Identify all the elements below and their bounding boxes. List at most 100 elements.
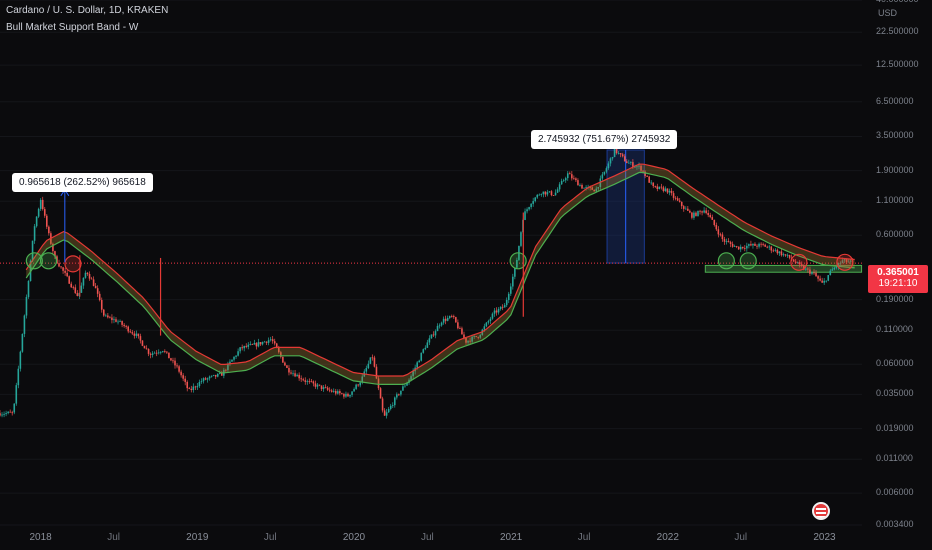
candle-body [212,374,215,376]
candle-body [623,156,626,162]
candle-body [60,266,62,268]
candle-body [188,388,191,389]
candle-body [237,351,239,356]
candle-body [648,176,650,183]
candle-body [426,342,429,348]
candle-body [402,386,404,391]
candle-body [689,210,691,213]
candle-body [556,189,559,193]
candle-body [827,275,830,281]
candle-body [326,387,329,390]
candle-body [149,353,152,355]
candle-body [772,250,775,252]
candle-body [125,326,127,327]
candle-body [21,333,24,352]
candle-body [247,344,250,347]
candle-body [33,226,36,241]
us-flag-icon[interactable] [812,502,830,520]
candle-body [721,234,724,240]
candle-body [381,398,384,411]
candle-body [349,394,351,397]
time-tick-5: Jul [421,532,434,543]
candle-body [589,186,591,188]
candle-body [269,339,272,341]
candle-body [243,345,246,349]
candle-body [444,318,447,321]
candle-body [316,384,319,387]
candle-body [467,340,469,343]
candle-body [750,244,752,246]
candle-body [593,189,596,192]
candle-body [737,246,740,250]
candle-body [235,355,237,357]
candle-body [784,254,787,256]
candle-body [412,371,414,377]
candle-body [389,405,392,409]
candle-body [290,372,292,374]
candle-body [35,216,38,227]
candle-body [731,243,734,247]
candle-body [387,408,390,413]
candle-body [483,326,486,330]
measure-label-2021[interactable]: 2.745932 (751.67%) 2745932 [531,130,678,149]
candle-body [493,310,496,314]
candle-body [813,272,815,274]
candle-body [400,390,402,395]
candle-body [377,378,380,389]
candle-body [503,305,506,308]
candle-body [715,225,718,230]
candle-body [375,366,378,379]
touch-circle-7 [790,253,808,271]
candle-body [819,278,821,281]
candle-body [780,251,783,256]
candle-body [418,360,421,363]
price-tick-10: 0.060000 [876,358,914,369]
candle-body [341,393,343,395]
candle-body [225,369,227,371]
candle-body [98,293,101,301]
candle-body [96,288,99,294]
candle-body [735,246,738,247]
candle-body [507,293,510,300]
candle-body [330,390,333,392]
candle-body [198,381,201,387]
candle-body [782,254,785,256]
symbol-title[interactable]: Cardano / U. S. Dollar, 1D, KRAKEN [6,5,169,16]
candle-body [66,272,68,277]
candle-body [636,166,638,168]
candle-body [684,208,687,210]
candle-body [564,178,567,181]
candle-body [579,184,581,186]
candle-body [453,316,455,318]
candle-body [760,243,762,245]
candle-body [143,345,146,349]
candle-body [166,351,168,353]
candle-body [129,331,132,333]
candle-body [109,317,111,319]
chart-grid [0,0,862,526]
candle-body [322,387,325,390]
time-tick-0: 2018 [29,532,52,543]
candle-body [707,213,709,216]
candle-body [257,342,260,347]
candle-body [664,188,667,192]
candle-body [355,384,357,389]
candle-body [603,171,606,175]
candle-body [420,352,423,361]
candle-body [678,200,681,202]
candle-body [575,178,577,181]
candle-body [367,363,370,369]
candle-body [282,356,284,363]
measure-label-2018[interactable]: 0.965618 (262.52%) 965618 [12,173,153,192]
candle-body [540,194,543,195]
candle-body [613,148,616,158]
indicator-title[interactable]: Bull Market Support Band - W [6,22,139,33]
time-tick-1: Jul [107,532,120,543]
candle-body [768,246,771,248]
candle-body [241,347,243,349]
candle-body [658,186,661,189]
candle-body [168,352,170,359]
candle-body [776,249,779,254]
candle-body [182,375,184,379]
